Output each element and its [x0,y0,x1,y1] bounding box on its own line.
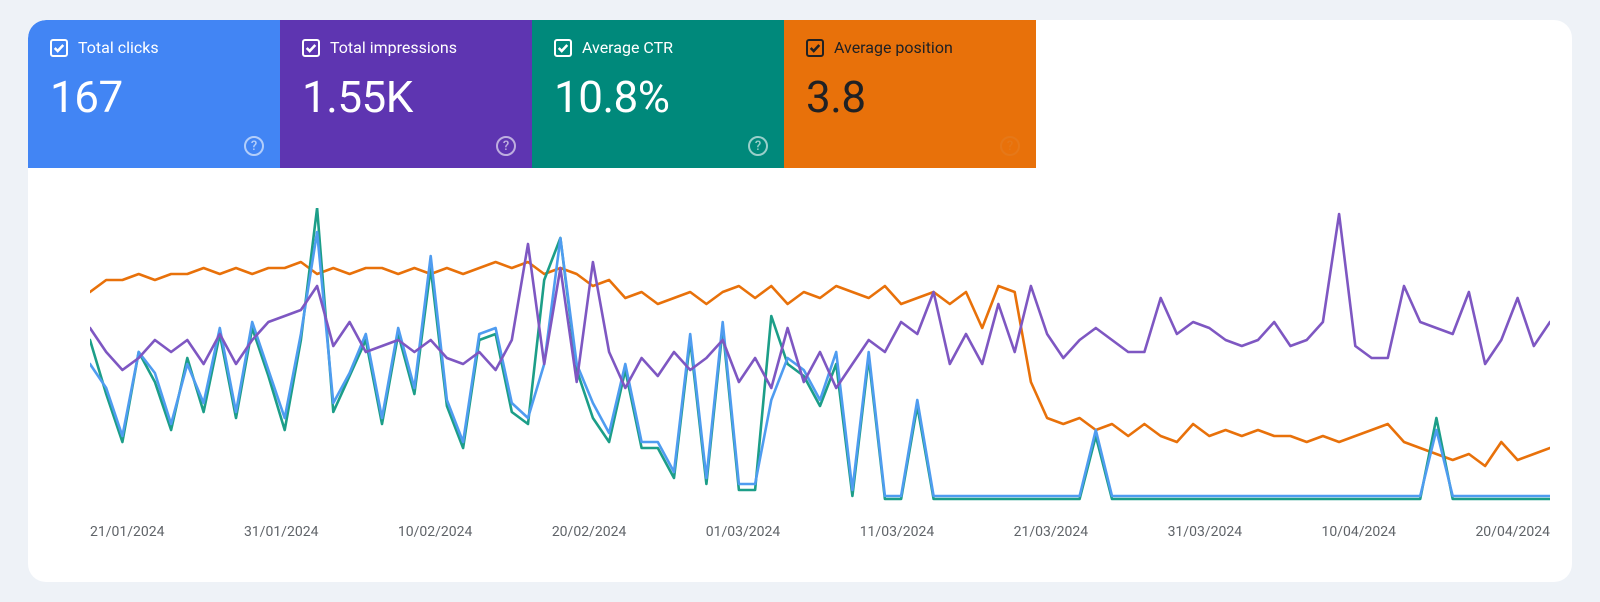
x-axis-label: 21/01/2024 [90,524,165,540]
checkbox-icon[interactable] [302,39,320,57]
metric-card-total-clicks[interactable]: Total clicks 167? [28,20,280,168]
metric-label: Total clicks [78,38,159,57]
help-icon[interactable]: ? [496,136,516,156]
performance-panel: Total clicks167?Total impressions1.55K?A… [28,20,1572,582]
checkbox-icon[interactable] [554,39,572,57]
metric-value: 167 [50,71,258,123]
x-axis-label: 10/02/2024 [398,524,473,540]
metric-card-total-impressions[interactable]: Total impressions 1.55K? [280,20,532,168]
chart-area: 21/01/2024 31/01/2024 10/02/2024 20/02/2024… [28,168,1572,582]
metrics-row: Total clicks167?Total impressions1.55K?A… [28,20,1572,168]
x-axis-label: 20/04/2024 [1475,524,1550,540]
metric-label: Average CTR [582,38,673,57]
help-icon[interactable]: ? [748,136,768,156]
metric-label: Total impressions [330,38,457,57]
x-axis-label: 21/03/2024 [1014,524,1089,540]
checkbox-icon[interactable] [806,39,824,57]
series-line-position [90,262,1550,466]
metric-card-average-ctr[interactable]: Average CTR 10.8%? [532,20,784,168]
help-icon[interactable]: ? [244,136,264,156]
x-axis-label: 11/03/2024 [860,524,935,540]
metric-label: Average position [834,38,953,57]
metric-value: 3.8 [806,71,1014,123]
help-icon[interactable]: ? [1000,136,1020,156]
x-axis-label: 20/02/2024 [552,524,627,540]
metric-value: 1.55K [302,71,510,123]
x-axis-label: 31/01/2024 [244,524,319,540]
metric-card-average-position[interactable]: Average position 3.8? [784,20,1036,168]
checkbox-icon[interactable] [50,39,68,57]
x-axis-label: 01/03/2024 [706,524,781,540]
x-axis-label: 31/03/2024 [1168,524,1243,540]
metric-value: 10.8% [554,71,762,123]
series-line-impressions [90,214,1550,388]
line-chart [90,208,1550,508]
x-axis-label: 10/04/2024 [1322,524,1397,540]
chart-x-axis: 21/01/2024 31/01/2024 10/02/2024 20/02/2024… [90,524,1550,540]
